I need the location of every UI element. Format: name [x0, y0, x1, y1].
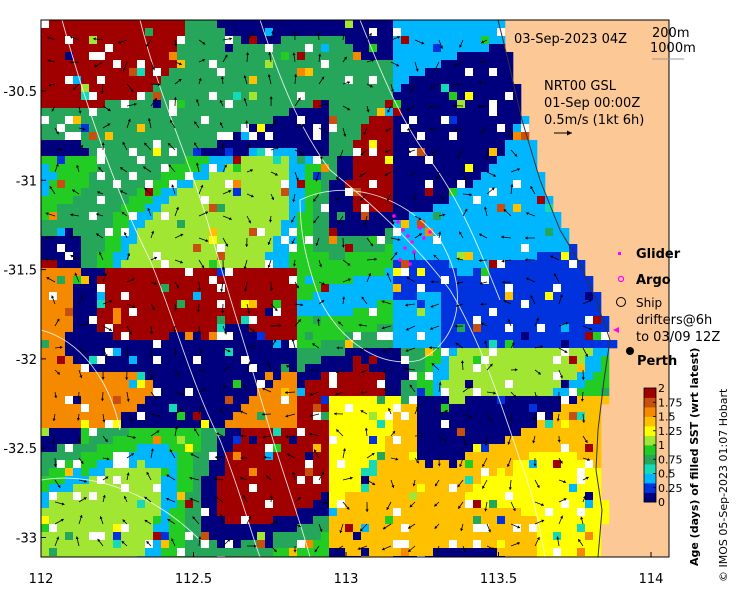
colorbar-swatch [644, 454, 656, 465]
lon-tick-label: 112.5 [175, 572, 212, 587]
colorbar-swatch [644, 483, 656, 493]
colorbar [643, 387, 657, 503]
lon-tick-label: 114 [639, 572, 664, 587]
current-product-label: NRT00 GSL [544, 79, 617, 94]
lat-tick-label: -31 [16, 174, 37, 189]
colorbar-swatch [644, 464, 656, 474]
colorbar-swatch [644, 407, 656, 417]
current-scale-arrow [554, 130, 572, 136]
colorbar-swatch [644, 473, 656, 484]
perth-marker [626, 347, 634, 355]
colorbar-swatch [644, 492, 656, 503]
argo-legend-marker [617, 275, 625, 283]
coastline [497, 20, 611, 557]
drifters-legend-label-line2: to 03/09 12Z [636, 330, 720, 345]
current-scale-label: 0.5m/s (1kt 6h) [544, 113, 644, 128]
lon-tick-label: 112 [29, 572, 54, 587]
colorbar-tick-label: 0.5 [658, 468, 676, 481]
lat-tick-label: -32.5 [3, 442, 37, 457]
sst-age-field [41, 20, 618, 557]
colorbar-swatch [644, 445, 656, 455]
ship-legend-label: Ship [636, 296, 662, 310]
colorbar-tick-label: 1.5 [658, 411, 676, 424]
colorbar-swatch [644, 426, 656, 436]
lat-tick-label: -32 [16, 353, 37, 368]
colorbar-swatch [644, 416, 656, 427]
drifters-legend-label-line1: drifters@6h [636, 313, 712, 328]
colorbar-tick-label: 2 [658, 382, 665, 395]
colorbar-swatch [644, 397, 656, 408]
colorbar-tick-label: 0 [658, 496, 665, 509]
credit-label: © IMOS 05-Sep-2023 01:07 Hobart [717, 388, 730, 582]
drifter-legend-marker [613, 327, 619, 333]
current-time-label: 01-Sep 00:00Z [544, 96, 640, 111]
colorbar-swatch [644, 388, 656, 398]
date-label: 03-Sep-2023 04Z [514, 32, 627, 47]
glider-legend-label: Glider [636, 247, 681, 262]
colorbar-tick-label: 0.25 [658, 482, 683, 495]
lon-tick-label: 113 [334, 572, 359, 587]
glider-legend-marker [618, 252, 621, 255]
glider-track [392, 214, 432, 266]
contour-label-1000m: 1000m [650, 41, 696, 56]
lat-tick-label: -30.5 [3, 85, 37, 100]
lat-tick-label: -31.5 [3, 264, 37, 279]
colorbar-swatch [644, 435, 656, 446]
colorbar-tick-label: 0.75 [658, 453, 683, 466]
plot-frame [40, 19, 670, 558]
colorbar-tick-label: 1 [658, 439, 665, 452]
argo-legend-label: Argo [636, 273, 671, 288]
colorbar-tick-label: 1.75 [658, 396, 683, 409]
colorbar-label: Age (days) of filled SST (wrt latest) [688, 348, 701, 566]
lat-tick-label: -33 [16, 532, 37, 547]
surface-current-arrows [45, 30, 593, 554]
lon-tick-label: 113.5 [480, 572, 517, 587]
colorbar-tick-label: 1.25 [658, 425, 683, 438]
latitude-axis: -30.5 -31 -31.5 -32 -32.5 -33 [3, 85, 46, 547]
bathymetry-contours [41, 20, 546, 557]
ship-legend-marker [616, 297, 626, 307]
contour-label-200m: 200m [652, 26, 689, 41]
city-label: Perth [637, 354, 677, 369]
